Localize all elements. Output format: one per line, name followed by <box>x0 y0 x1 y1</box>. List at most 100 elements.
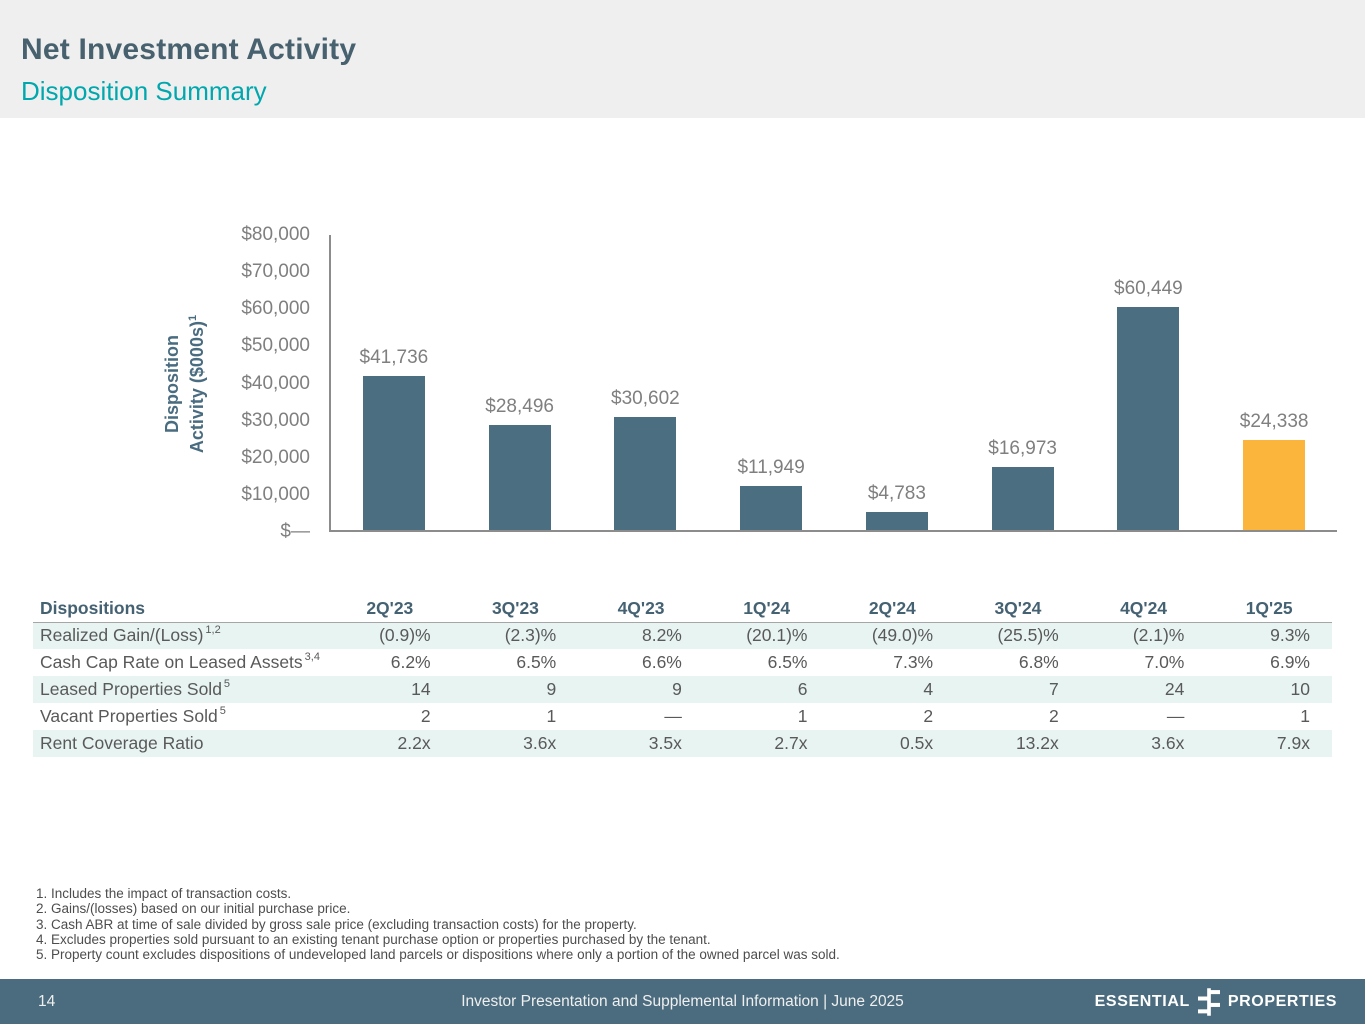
footnote: 2. Gains/(losses) based on our initial p… <box>36 901 351 917</box>
row-label-superscript: 5 <box>219 705 226 718</box>
cell-value: 1 <box>797 706 808 726</box>
cell-value: (2.1)% <box>1132 625 1185 646</box>
disposition-activity-chart: Disposition Activity ($000s)1 $80,000 $70… <box>0 118 1365 578</box>
y-tick-label: $70,000 <box>241 261 310 283</box>
cell-value: — <box>1166 706 1185 726</box>
cell-value: 3.6x <box>523 733 557 753</box>
bar-value-label: $28,496 <box>485 395 554 417</box>
y-tick-label: $50,000 <box>241 335 310 357</box>
row-label-superscript: 5 <box>223 678 231 691</box>
row-label-superscript: 1,2 <box>205 624 221 637</box>
table-row: Cash Cap Rate on Leased Assets 3,4 6.2% 6.5… <box>33 649 1332 676</box>
y-axis-ticks: $80,000 $70,000 $60,000 $50,000 $40,000 $30,0… <box>150 224 310 542</box>
cell-value: 6.9% <box>1270 652 1310 672</box>
bar-1Q'25 <box>1243 440 1306 530</box>
company-logo: ESSENTIAL PROPERTIES <box>1095 979 1337 1024</box>
footnote: 5. Property count excludes dispositions … <box>36 947 840 963</box>
cell-value: 7.9x <box>1276 733 1310 753</box>
logo-text-essential: ESSENTIAL <box>1094 992 1190 1010</box>
y-tick-label: $10,000 <box>241 483 310 505</box>
page-title: Net Investment Activity <box>21 33 357 66</box>
cell-value: (0.9)% <box>379 625 431 646</box>
y-tick-label: $— <box>280 521 310 542</box>
table-row: Leased Properties Sold 5 14 9 9 6 4 7 24 10 <box>33 676 1332 703</box>
cell-value: 1 <box>1300 706 1310 726</box>
y-tick-label: $40,000 <box>241 372 310 394</box>
cell-value: 6.2% <box>390 652 431 672</box>
column-header: 3Q'23 <box>452 596 579 623</box>
cell-value: 7.0% <box>1144 652 1185 672</box>
row-label: Rent Coverage Ratio <box>33 730 327 757</box>
plot-area: $41,736 $28,496 $30,602 $11,949 $4,783 $16,97… <box>329 235 1337 532</box>
logo-text-properties: PROPERTIES <box>1227 992 1337 1010</box>
row-label-text: Realized Gain/(Loss) <box>40 625 204 646</box>
footnote: 3. Cash ABR at time of sale divided by g… <box>36 916 637 932</box>
cell-value: 6 <box>797 679 808 699</box>
row-label-superscript: 3,4 <box>304 651 320 664</box>
row-label-text: Rent Coverage Ratio <box>40 733 204 753</box>
bar-1Q'24 <box>740 485 803 530</box>
bar-value-label: $16,973 <box>988 438 1057 460</box>
column-header: 1Q'24 <box>703 596 830 623</box>
row-label: Realized Gain/(Loss) 1,2 <box>33 622 327 649</box>
bar-value-label: $60,449 <box>1114 278 1183 300</box>
cell-value: 9 <box>672 679 682 699</box>
footer-bar: 14 Investor Presentation and Supplementa… <box>0 979 1365 1024</box>
cell-value: 2 <box>923 706 934 726</box>
bar-4Q'24 <box>1117 307 1180 530</box>
column-header: 4Q'23 <box>578 596 704 623</box>
table-header-row: Dispositions 2Q'23 3Q'23 4Q'23 1Q'24 2Q'24 3Q… <box>33 596 1332 623</box>
page-number: 14 <box>38 992 56 1010</box>
cell-value: (25.5)% <box>997 625 1059 646</box>
y-tick-label: $60,000 <box>241 298 310 320</box>
cell-value: (20.1)% <box>746 625 808 646</box>
bar-value-label: $41,736 <box>359 347 429 369</box>
column-header: 2Q'24 <box>829 596 956 623</box>
bar-value-label: $11,949 <box>737 456 805 478</box>
row-label: Cash Cap Rate on Leased Assets 3,4 <box>33 649 327 676</box>
cell-value: 8.2% <box>641 625 682 646</box>
bar-2Q'24 <box>865 512 928 530</box>
bar-slot-1Q'24: $11,949 <box>708 235 834 530</box>
table-row: Vacant Properties Sold 5 2 1 — 1 2 2 — 1 <box>33 703 1332 730</box>
table-row: Rent Coverage Ratio 2.2x 3.6x 3.5x 2.7x 0.5x 1… <box>33 730 1332 757</box>
cell-value: 3.5x <box>648 733 682 753</box>
cell-value: (49.0)% <box>871 625 934 646</box>
cell-value: — <box>664 706 682 726</box>
header-band: Net Investment Activity Disposition Summ… <box>0 0 1365 118</box>
footnote: 4. Excludes properties sold pursuant to … <box>36 931 711 947</box>
cell-value: 0.5x <box>900 733 934 753</box>
bar-3Q'23 <box>488 424 551 530</box>
footnotes: 1. Includes the impact of transaction co… <box>36 886 840 962</box>
cell-value: 6.5% <box>767 652 808 672</box>
cell-value: 13.2x <box>1015 733 1059 753</box>
cell-value: 2.7x <box>774 733 808 753</box>
bar-value-label: $24,338 <box>1239 411 1309 433</box>
essential-properties-logo-icon <box>1197 987 1220 1016</box>
cell-value: 7.3% <box>893 652 934 672</box>
footnote: 1. Includes the impact of transaction co… <box>36 886 292 901</box>
cell-value: 2 <box>420 706 431 726</box>
cell-value: 6.5% <box>516 652 557 672</box>
bar-slot-4Q'23: $30,602 <box>583 235 709 530</box>
cell-value: 6.8% <box>1018 652 1059 672</box>
table-title: Dispositions <box>33 596 327 623</box>
cell-value: 2 <box>1049 706 1059 726</box>
cell-value: 14 <box>411 679 431 699</box>
cell-value: 24 <box>1164 679 1185 699</box>
column-header: 2Q'23 <box>327 596 453 623</box>
bar-slot-4Q'24: $60,449 <box>1086 235 1212 530</box>
column-header: 4Q'24 <box>1080 596 1207 623</box>
y-tick-label: $30,000 <box>241 409 310 431</box>
cell-value: 2.2x <box>397 733 431 753</box>
column-header: 3Q'24 <box>955 596 1081 623</box>
dispositions-table: Dispositions 2Q'23 3Q'23 4Q'23 1Q'24 2Q'24 3Q… <box>33 596 1332 757</box>
row-label-text: Leased Properties Sold <box>40 679 222 699</box>
bar-slot-1Q'25: $24,338 <box>1211 235 1337 530</box>
row-label: Leased Properties Sold 5 <box>33 676 327 703</box>
row-label-text: Cash Cap Rate on Leased Assets <box>40 652 303 672</box>
bar-slot-2Q'23: $41,736 <box>331 235 457 530</box>
cell-value: 10 <box>1290 679 1310 699</box>
page-subtitle: Disposition Summary <box>21 76 267 106</box>
